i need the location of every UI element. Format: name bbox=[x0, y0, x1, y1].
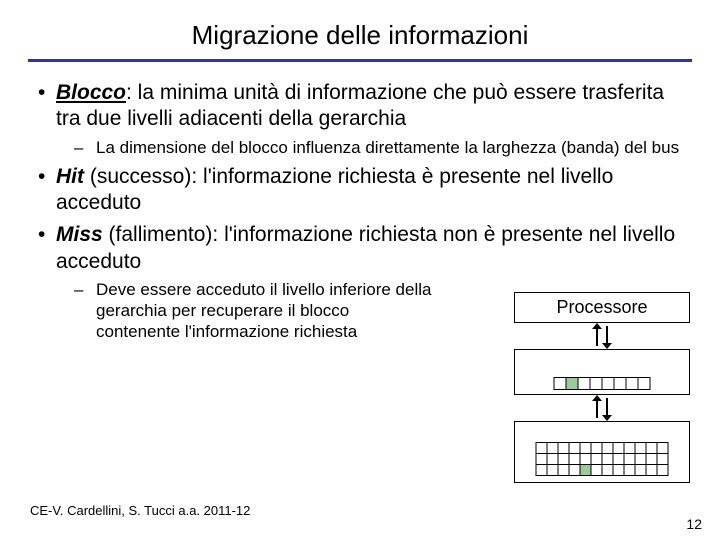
term-blocco: Blocco bbox=[56, 81, 126, 104]
term-hit: Hit bbox=[56, 165, 84, 188]
page-number: 12 bbox=[686, 516, 702, 532]
term-miss: Miss bbox=[56, 223, 103, 246]
slide-title: Migrazione delle informazioni bbox=[0, 0, 720, 59]
cache-level-2 bbox=[514, 421, 690, 483]
sub-blocco: La dimensione del blocco influenza diret… bbox=[56, 137, 686, 158]
bullet-blocco: Blocco: la minima unità di informazione … bbox=[34, 80, 686, 158]
arrows-1 bbox=[514, 323, 690, 349]
arrow-up-icon bbox=[596, 326, 598, 346]
title-underline bbox=[28, 59, 692, 62]
text-blocco: : la minima unità di informazione che pu… bbox=[56, 81, 664, 130]
processor-box: Processore bbox=[514, 292, 690, 323]
arrow-up-icon bbox=[596, 398, 598, 418]
memory-hierarchy-diagram: Processore bbox=[514, 292, 690, 483]
memory-cell bbox=[657, 464, 669, 476]
memory-cell bbox=[638, 377, 651, 390]
arrow-down-icon bbox=[606, 398, 608, 418]
bullet-hit: Hit (successo): l'informazione richiesta… bbox=[34, 164, 686, 217]
paren-hit: (successo): bbox=[84, 165, 203, 188]
cache-level-1 bbox=[514, 349, 690, 395]
sub-miss: Deve essere acceduto il livello inferior… bbox=[56, 279, 436, 343]
arrows-2 bbox=[514, 395, 690, 421]
paren-miss: (fallimento): bbox=[103, 223, 224, 246]
arrow-down-icon bbox=[606, 326, 608, 346]
footer-credits: CE-V. Cardellini, S. Tucci a.a. 2011-12 bbox=[30, 503, 250, 518]
